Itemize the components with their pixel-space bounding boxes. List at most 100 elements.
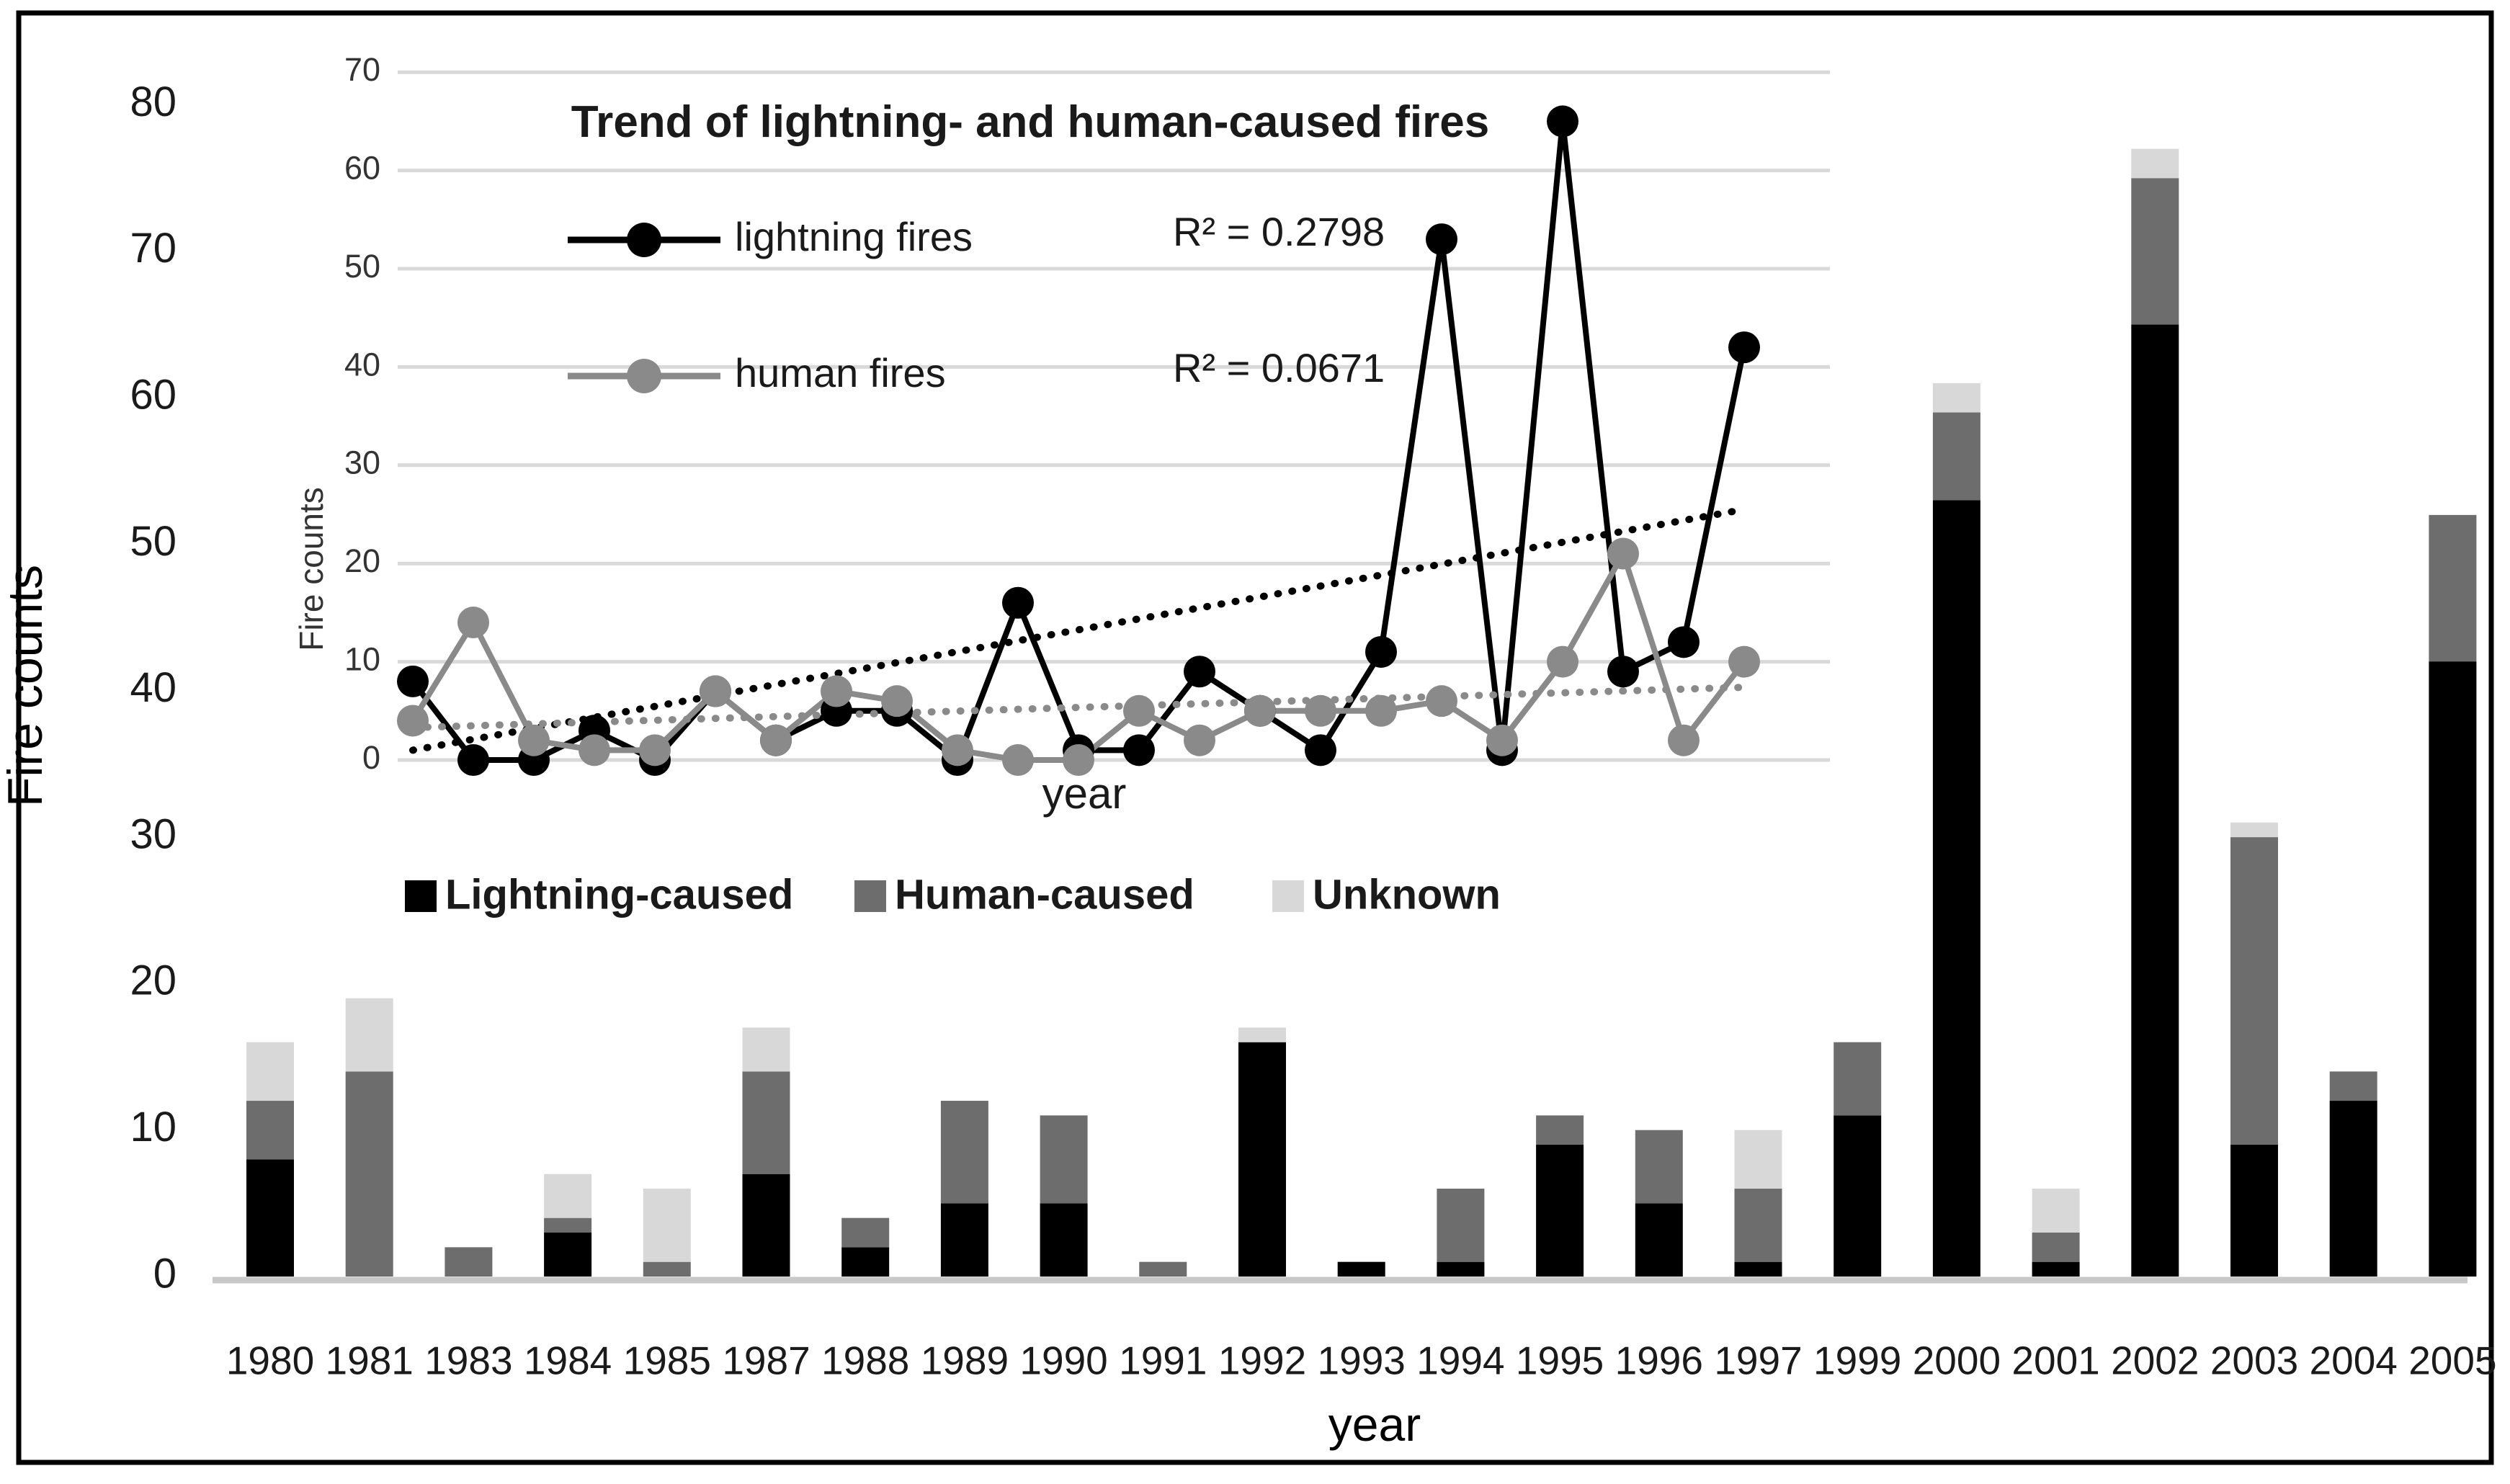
bar-segment-human-caused [544, 1217, 592, 1233]
main-y-tick-label: 0 [153, 1250, 177, 1297]
main-x-tick-label: 1983 [424, 1338, 512, 1383]
bar-segment-lightning-caused [742, 1174, 790, 1277]
main-x-tick-label: 1995 [1516, 1338, 1604, 1383]
bar-segment-human-caused [246, 1101, 294, 1160]
point-human-fires [397, 705, 429, 737]
legend-label-lightning: Lightning-caused [445, 871, 793, 918]
r-squared-human: R² = 0.0671 [1173, 345, 1385, 390]
point-human-fires [1426, 685, 1457, 718]
legend-swatch-human [854, 880, 886, 912]
r-squared-lightning: R² = 0.2798 [1173, 209, 1385, 254]
bar-segment-unknown [2131, 148, 2179, 179]
bar-segment-unknown [1734, 1130, 1782, 1189]
inset-x-axis-title: year [1042, 769, 1127, 818]
bar-segment-lightning-caused [1040, 1203, 1088, 1277]
point-lightning-fires [1184, 656, 1215, 688]
bar-segment-lightning-caused [1734, 1261, 1782, 1277]
bar-segment-human-caused [1040, 1115, 1088, 1204]
main-x-tick-label: 1988 [821, 1338, 909, 1383]
point-human-fires [700, 675, 731, 707]
bar-segment-lightning-caused [1437, 1261, 1485, 1277]
inset-title: Trend of lightning- and human-caused fir… [571, 97, 1490, 147]
point-lightning-fires [1547, 105, 1578, 138]
bar-segment-unknown [1238, 1027, 1286, 1042]
point-lightning-fires [397, 665, 429, 697]
bar-segment-lightning-caused [2429, 661, 2477, 1277]
bar-segment-human-caused [1932, 412, 1980, 501]
legend-swatch-lightning [405, 880, 437, 912]
bar-segment-human-caused [445, 1247, 493, 1277]
main-x-axis-title: year [1328, 1398, 1421, 1451]
legend-label-unknown: Unknown [1313, 871, 1501, 918]
inset-y-tick-label: 40 [344, 346, 380, 383]
point-lightning-fires [457, 744, 489, 776]
point-human-fires [1607, 537, 1639, 570]
main-x-tick-label: 1999 [1813, 1338, 1901, 1383]
main-x-tick-label: 1984 [524, 1338, 612, 1383]
main-y-tick-label: 50 [130, 518, 177, 565]
point-lightning-fires [1668, 626, 1700, 658]
point-human-fires [579, 734, 610, 766]
bar-segment-human-caused [1536, 1115, 1584, 1145]
main-x-tick-label: 1997 [1714, 1338, 1802, 1383]
bar-segment-lightning-caused [246, 1159, 294, 1277]
point-human-fires [1668, 724, 1700, 756]
point-lightning-fires [1365, 635, 1397, 668]
bar-segment-human-caused [1834, 1042, 1882, 1116]
bar-segment-lightning-caused [544, 1233, 592, 1277]
trendline-human-fires [409, 684, 1748, 731]
main-x-tick-label: 2004 [2310, 1338, 2398, 1383]
point-human-fires [1728, 645, 1760, 678]
bar-segment-unknown [246, 1042, 294, 1101]
point-human-fires [639, 734, 671, 766]
bar-segment-lightning-caused [940, 1203, 988, 1277]
main-legend: Lightning-caused Human-caused Unknown [405, 871, 1501, 918]
point-human-fires [1184, 724, 1215, 756]
bar-segment-lightning-caused [1834, 1115, 1882, 1277]
bar-segment-human-caused [2032, 1233, 2080, 1262]
bar-segment-human-caused [940, 1101, 988, 1204]
main-y-tick-label: 30 [130, 810, 177, 857]
main-x-tick-label: 1994 [1416, 1338, 1504, 1383]
bar-segment-lightning-caused [2131, 324, 2179, 1277]
main-x-tick-label: 1991 [1119, 1338, 1207, 1383]
point-human-fires [1244, 694, 1276, 727]
inset-legend-marker-lightning [627, 223, 661, 257]
inset-y-axis-title: Fire counts [292, 487, 330, 651]
main-y-tick-label: 20 [130, 957, 177, 1004]
bar-segment-lightning-caused [1536, 1145, 1584, 1277]
main-x-tick-label: 1985 [623, 1338, 711, 1383]
bar-segment-human-caused [841, 1217, 890, 1248]
main-x-tick-label: 2002 [2111, 1338, 2199, 1383]
main-y-tick-label: 80 [130, 79, 177, 125]
main-y-tick-label: 40 [130, 664, 177, 711]
point-human-fires [942, 734, 973, 766]
stacked-bars [213, 148, 2477, 1284]
bar-segment-lightning-caused [2230, 1145, 2278, 1277]
point-human-fires [1547, 645, 1578, 678]
legend-swatch-unknown [1272, 880, 1304, 912]
main-y-axis-title: Fire counts [0, 565, 53, 807]
point-human-fires [1002, 744, 1034, 776]
main-x-tick-label: 1992 [1218, 1338, 1306, 1383]
bar-segment-lightning-caused [841, 1247, 890, 1277]
main-x-tick-label: 1981 [326, 1338, 414, 1383]
bar-segment-lightning-caused [2032, 1261, 2080, 1277]
main-y-axis-ticks: 0 10 20 30 40 50 60 70 80 [130, 79, 177, 1297]
bar-segment-lightning-caused [2329, 1101, 2377, 1277]
bar-segment-human-caused [345, 1071, 393, 1277]
main-y-tick-label: 10 [130, 1104, 177, 1150]
bar-segment-lightning-caused [1635, 1203, 1683, 1277]
point-lightning-fires [1305, 734, 1336, 766]
point-lightning-fires [1728, 331, 1760, 364]
trendline-lightning-fires [409, 506, 1748, 754]
bar-segment-human-caused [1734, 1189, 1782, 1262]
inset-y-tick-label: 70 [344, 51, 380, 88]
bar-segment-unknown [2230, 822, 2278, 838]
main-x-tick-label: 2005 [2408, 1338, 2496, 1383]
inset-gridlines [398, 70, 1830, 762]
main-x-tick-label: 1990 [1019, 1338, 1107, 1383]
bar-segment-unknown [544, 1174, 592, 1218]
inset-y-tick-label: 30 [344, 444, 380, 481]
